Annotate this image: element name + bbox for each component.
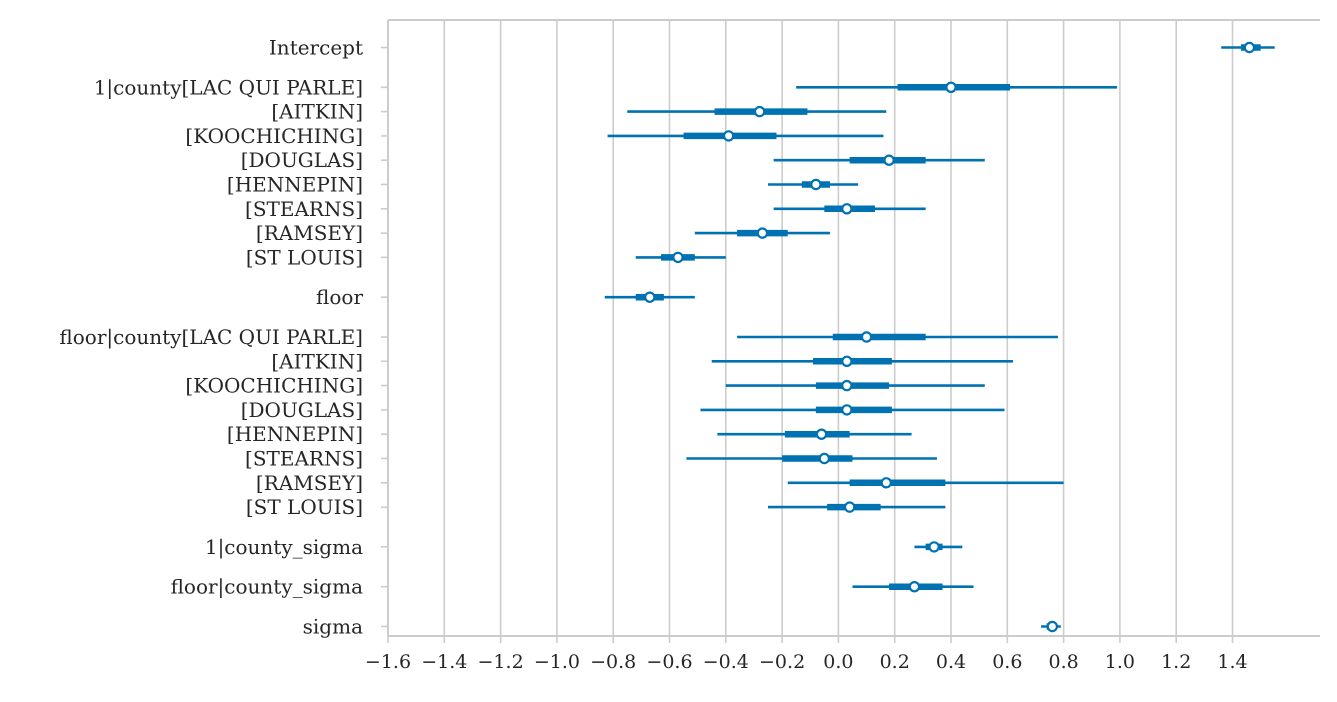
x-tick-label: −0.8 [590,651,636,673]
point-estimate [945,81,957,94]
y-tick-label: [STEARNS] [245,447,363,471]
y-tick-label: [HENNEPIN] [227,173,363,197]
point-estimate [841,203,853,215]
x-tick-label: 1.2 [1161,651,1191,673]
y-tick-label: [DOUGLAS] [241,398,363,422]
x-tick-label: −1.2 [478,651,524,673]
point-estimate [841,379,853,392]
x-tick-label: −0.4 [703,651,749,673]
x-tick-label: 1.0 [1105,651,1135,673]
x-tick-label: 0.0 [823,651,853,673]
y-tick-label: [RAMSEY] [256,221,363,245]
point-estimate [753,105,766,118]
y-tick-label: [DOUGLAS] [241,148,363,172]
x-tick-label: −1.4 [421,651,467,673]
y-tick-label: [AITKIN] [271,100,363,124]
x-tick-label: −1.6 [365,651,411,673]
y-tick-label: [AITKIN] [271,349,363,373]
x-tick-label: −0.6 [646,651,692,673]
y-tick-label: 1|county[LAC QUI PARLE] [94,75,363,100]
point-estimate [756,227,769,239]
point-estimate [908,581,921,593]
y-tick-label: 1|county_sigma [205,535,363,560]
y-tick-label: floor|county_sigma [171,575,363,600]
x-tick-label: 1.4 [1217,651,1247,673]
interval-marks [604,41,1275,633]
point-estimate [810,178,822,191]
point-estimate [860,331,873,343]
axes [381,19,1320,643]
point-estimate [672,251,684,264]
x-tick-label: −0.2 [759,651,805,673]
x-tick-labels: −1.6 −1.4 −1.2 −1.0 −0.8 −0.6 −0.4 −0.2 0.0 0.2 0.… [365,651,1248,673]
y-tick-label: [RAMSEY] [256,471,363,495]
y-tick-label: [HENNEPIN] [227,422,363,446]
point-estimate [644,291,656,303]
y-tick-label: [ST LOUIS] [246,495,363,519]
point-estimate [928,541,940,553]
gridlines [443,20,1234,636]
y-tick-label: floor [316,285,363,309]
x-tick-label: 0.2 [880,651,910,673]
y-tick-label: floor|county[LAC QUI PARLE] [59,325,363,350]
x-tick-label: 0.8 [1048,651,1078,673]
point-estimate [1046,620,1059,633]
point-estimate [815,428,828,440]
y-tick-label: [STEARNS] [245,197,363,221]
x-tick-label: −1.0 [534,651,580,673]
y-tick-label: sigma [303,615,363,639]
point-estimate [841,404,853,416]
point-estimate [880,477,892,489]
point-estimate [841,355,853,367]
x-tick-label: 0.6 [992,651,1022,673]
point-estimate [722,130,735,142]
y-tick-label: [ST LOUIS] [246,245,363,269]
point-estimate [843,501,856,513]
point-estimate [818,452,831,465]
point-estimate [1243,41,1256,54]
y-tick-label: [KOOCHICHING] [185,124,363,148]
point-estimate [883,154,895,166]
y-tick-label: Intercept [269,36,363,60]
x-tick-label: 0.4 [936,651,966,673]
y-tick-label: [KOOCHICHING] [185,374,363,398]
